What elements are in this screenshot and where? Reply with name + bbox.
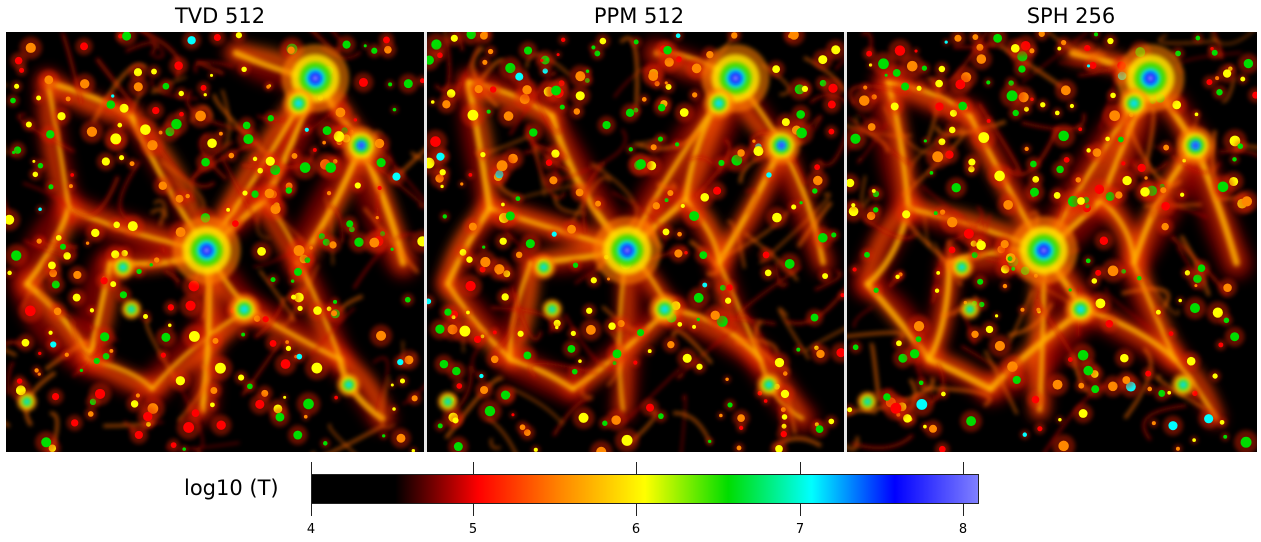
colorbar-tick xyxy=(311,462,312,474)
panel-divider xyxy=(844,32,847,452)
simulation-panel-ppm xyxy=(427,32,844,452)
simulation-image-frame xyxy=(6,32,1257,452)
panel-title-sph: SPH 256 xyxy=(1026,4,1116,28)
colorbar-tick xyxy=(473,504,474,516)
simulation-panel-tvd xyxy=(6,32,424,452)
colorbar xyxy=(311,474,979,504)
colorbar-label: log10 (T) xyxy=(184,476,279,500)
temperature-map-ppm xyxy=(427,32,844,452)
colorbar-tick-label: 7 xyxy=(795,522,805,537)
colorbar-tick xyxy=(963,504,964,516)
colorbar-tick xyxy=(963,462,964,474)
colorbar-tick-label: 8 xyxy=(958,522,968,537)
colorbar-tick-label: 4 xyxy=(306,522,316,537)
colorbar-tick xyxy=(800,462,801,474)
colorbar-tick xyxy=(800,504,801,516)
colorbar-tick xyxy=(636,462,637,474)
panel-title-ppm: PPM 512 xyxy=(593,4,685,28)
colorbar-tick-label: 5 xyxy=(468,522,478,537)
temperature-map-sph xyxy=(847,32,1257,452)
simulation-panel-sph xyxy=(847,32,1257,452)
temperature-map-tvd xyxy=(6,32,424,452)
panel-title-tvd: TVD 512 xyxy=(174,4,266,28)
panel-divider xyxy=(424,32,427,452)
colorbar-tick xyxy=(473,462,474,474)
colorbar-tick-label: 6 xyxy=(631,522,641,537)
colorbar-tick xyxy=(636,504,637,516)
colorbar-tick xyxy=(311,504,312,516)
